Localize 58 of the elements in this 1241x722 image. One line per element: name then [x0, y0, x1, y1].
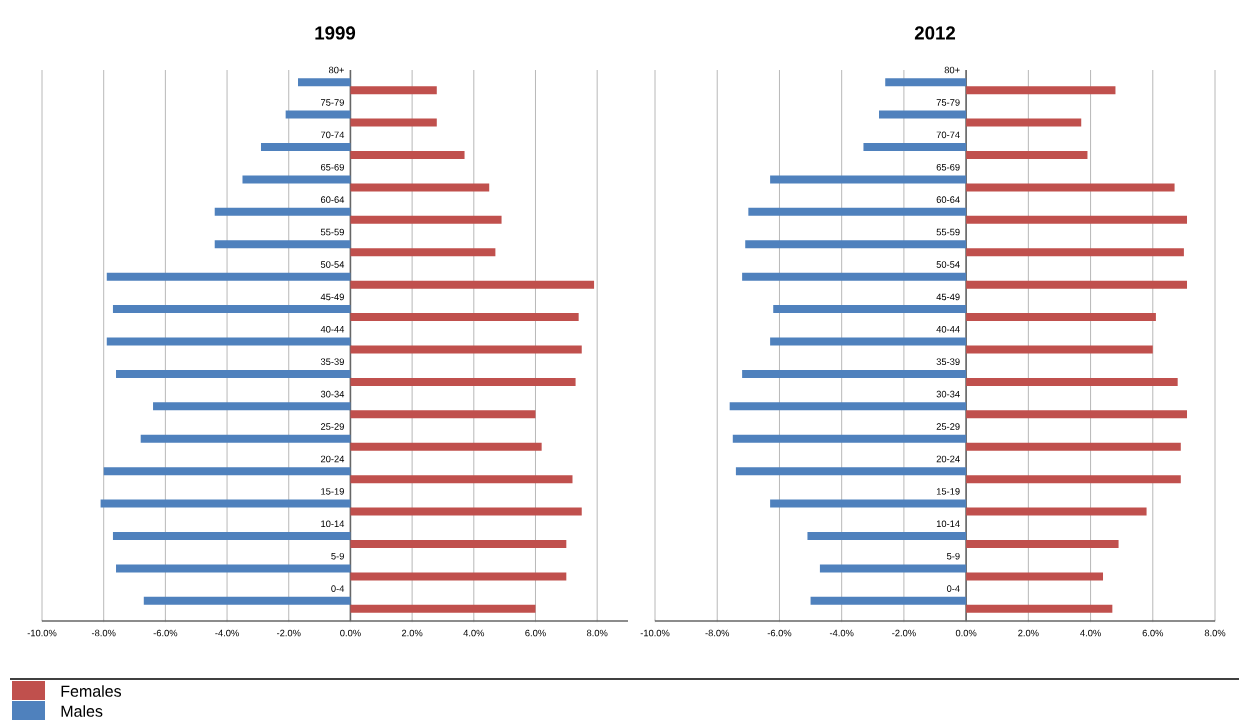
x-tick-label: 6.0% — [525, 629, 546, 637]
x-tick-label: -2.0% — [892, 629, 916, 637]
y-tick-label: 50-54 — [936, 261, 960, 268]
x-tick-label: -10.0% — [27, 629, 57, 637]
x-tick-label: -8.0% — [705, 629, 730, 637]
y-tick-label: 35-39 — [936, 358, 960, 366]
y-tick-label: 10-14 — [321, 520, 345, 528]
y-tick-label: 80+ — [328, 66, 344, 74]
y-tick-label: 40-44 — [936, 326, 960, 333]
y-tick-label: 60-64 — [320, 196, 345, 203]
y-tick-label: 55-59 — [320, 228, 344, 236]
y-tick-label: 30-34 — [936, 390, 960, 398]
chart-title: 1999 — [315, 26, 356, 40]
y-tick-label: 70-74 — [936, 131, 960, 139]
x-tick-label: 4.0% — [463, 629, 485, 637]
y-tick-label: 5-9 — [331, 552, 344, 560]
y-tick-label: 65-69 — [936, 163, 960, 171]
x-tick-label: -8.0% — [91, 629, 116, 637]
y-tick-label: 55-59 — [936, 228, 960, 236]
x-tick-label: 8.0% — [586, 629, 608, 637]
y-tick-label: 75-79 — [936, 99, 960, 106]
y-tick-label: 70-74 — [320, 131, 345, 139]
x-tick-label: -4.0% — [829, 629, 854, 637]
x-tick-label: -10.0% — [640, 629, 670, 637]
y-tick-label: 15-19 — [936, 488, 960, 495]
x-tick-label: 4.0% — [1080, 629, 1101, 637]
y-tick-label: 15-19 — [321, 488, 344, 495]
x-tick-label: 6.0% — [1142, 629, 1164, 637]
x-tick-label: -6.0% — [767, 629, 792, 637]
y-tick-label: 0-4 — [331, 585, 345, 592]
x-tick-label: 2.0% — [1018, 629, 1039, 637]
y-tick-label: 0-4 — [946, 585, 960, 592]
chart-title: 2012 — [914, 26, 956, 40]
y-tick-label: 35-39 — [320, 358, 344, 366]
y-tick-label: 30-34 — [320, 390, 345, 398]
y-tick-label: 65-69 — [320, 163, 344, 171]
legend-label: Males — [61, 705, 103, 717]
y-tick-label: 10-14 — [936, 520, 960, 528]
x-tick-label: -6.0% — [153, 629, 178, 637]
y-tick-label: 80+ — [944, 66, 960, 74]
y-tick-label: 75-79 — [320, 99, 344, 106]
y-tick-label: 25-29 — [936, 423, 960, 430]
x-tick-label: 0.0% — [340, 629, 361, 637]
y-tick-label: 25-29 — [320, 423, 344, 430]
legend-label: Females — [61, 685, 122, 697]
y-tick-label: 60-64 — [936, 196, 960, 203]
x-tick-label: 0.0% — [955, 629, 977, 637]
x-tick-label: -4.0% — [215, 629, 239, 637]
y-tick-label: 45-49 — [936, 293, 960, 301]
y-tick-label: 20-24 — [320, 455, 345, 463]
x-tick-label: -2.0% — [276, 629, 301, 637]
x-tick-label: 8.0% — [1204, 629, 1226, 637]
x-tick-label: 2.0% — [401, 629, 423, 637]
y-tick-label: 50-54 — [320, 261, 345, 268]
y-tick-label: 40-44 — [320, 326, 345, 333]
y-tick-label: 20-24 — [936, 455, 960, 463]
y-tick-label: 45-49 — [320, 293, 344, 301]
y-tick-label: 5-9 — [946, 552, 960, 560]
